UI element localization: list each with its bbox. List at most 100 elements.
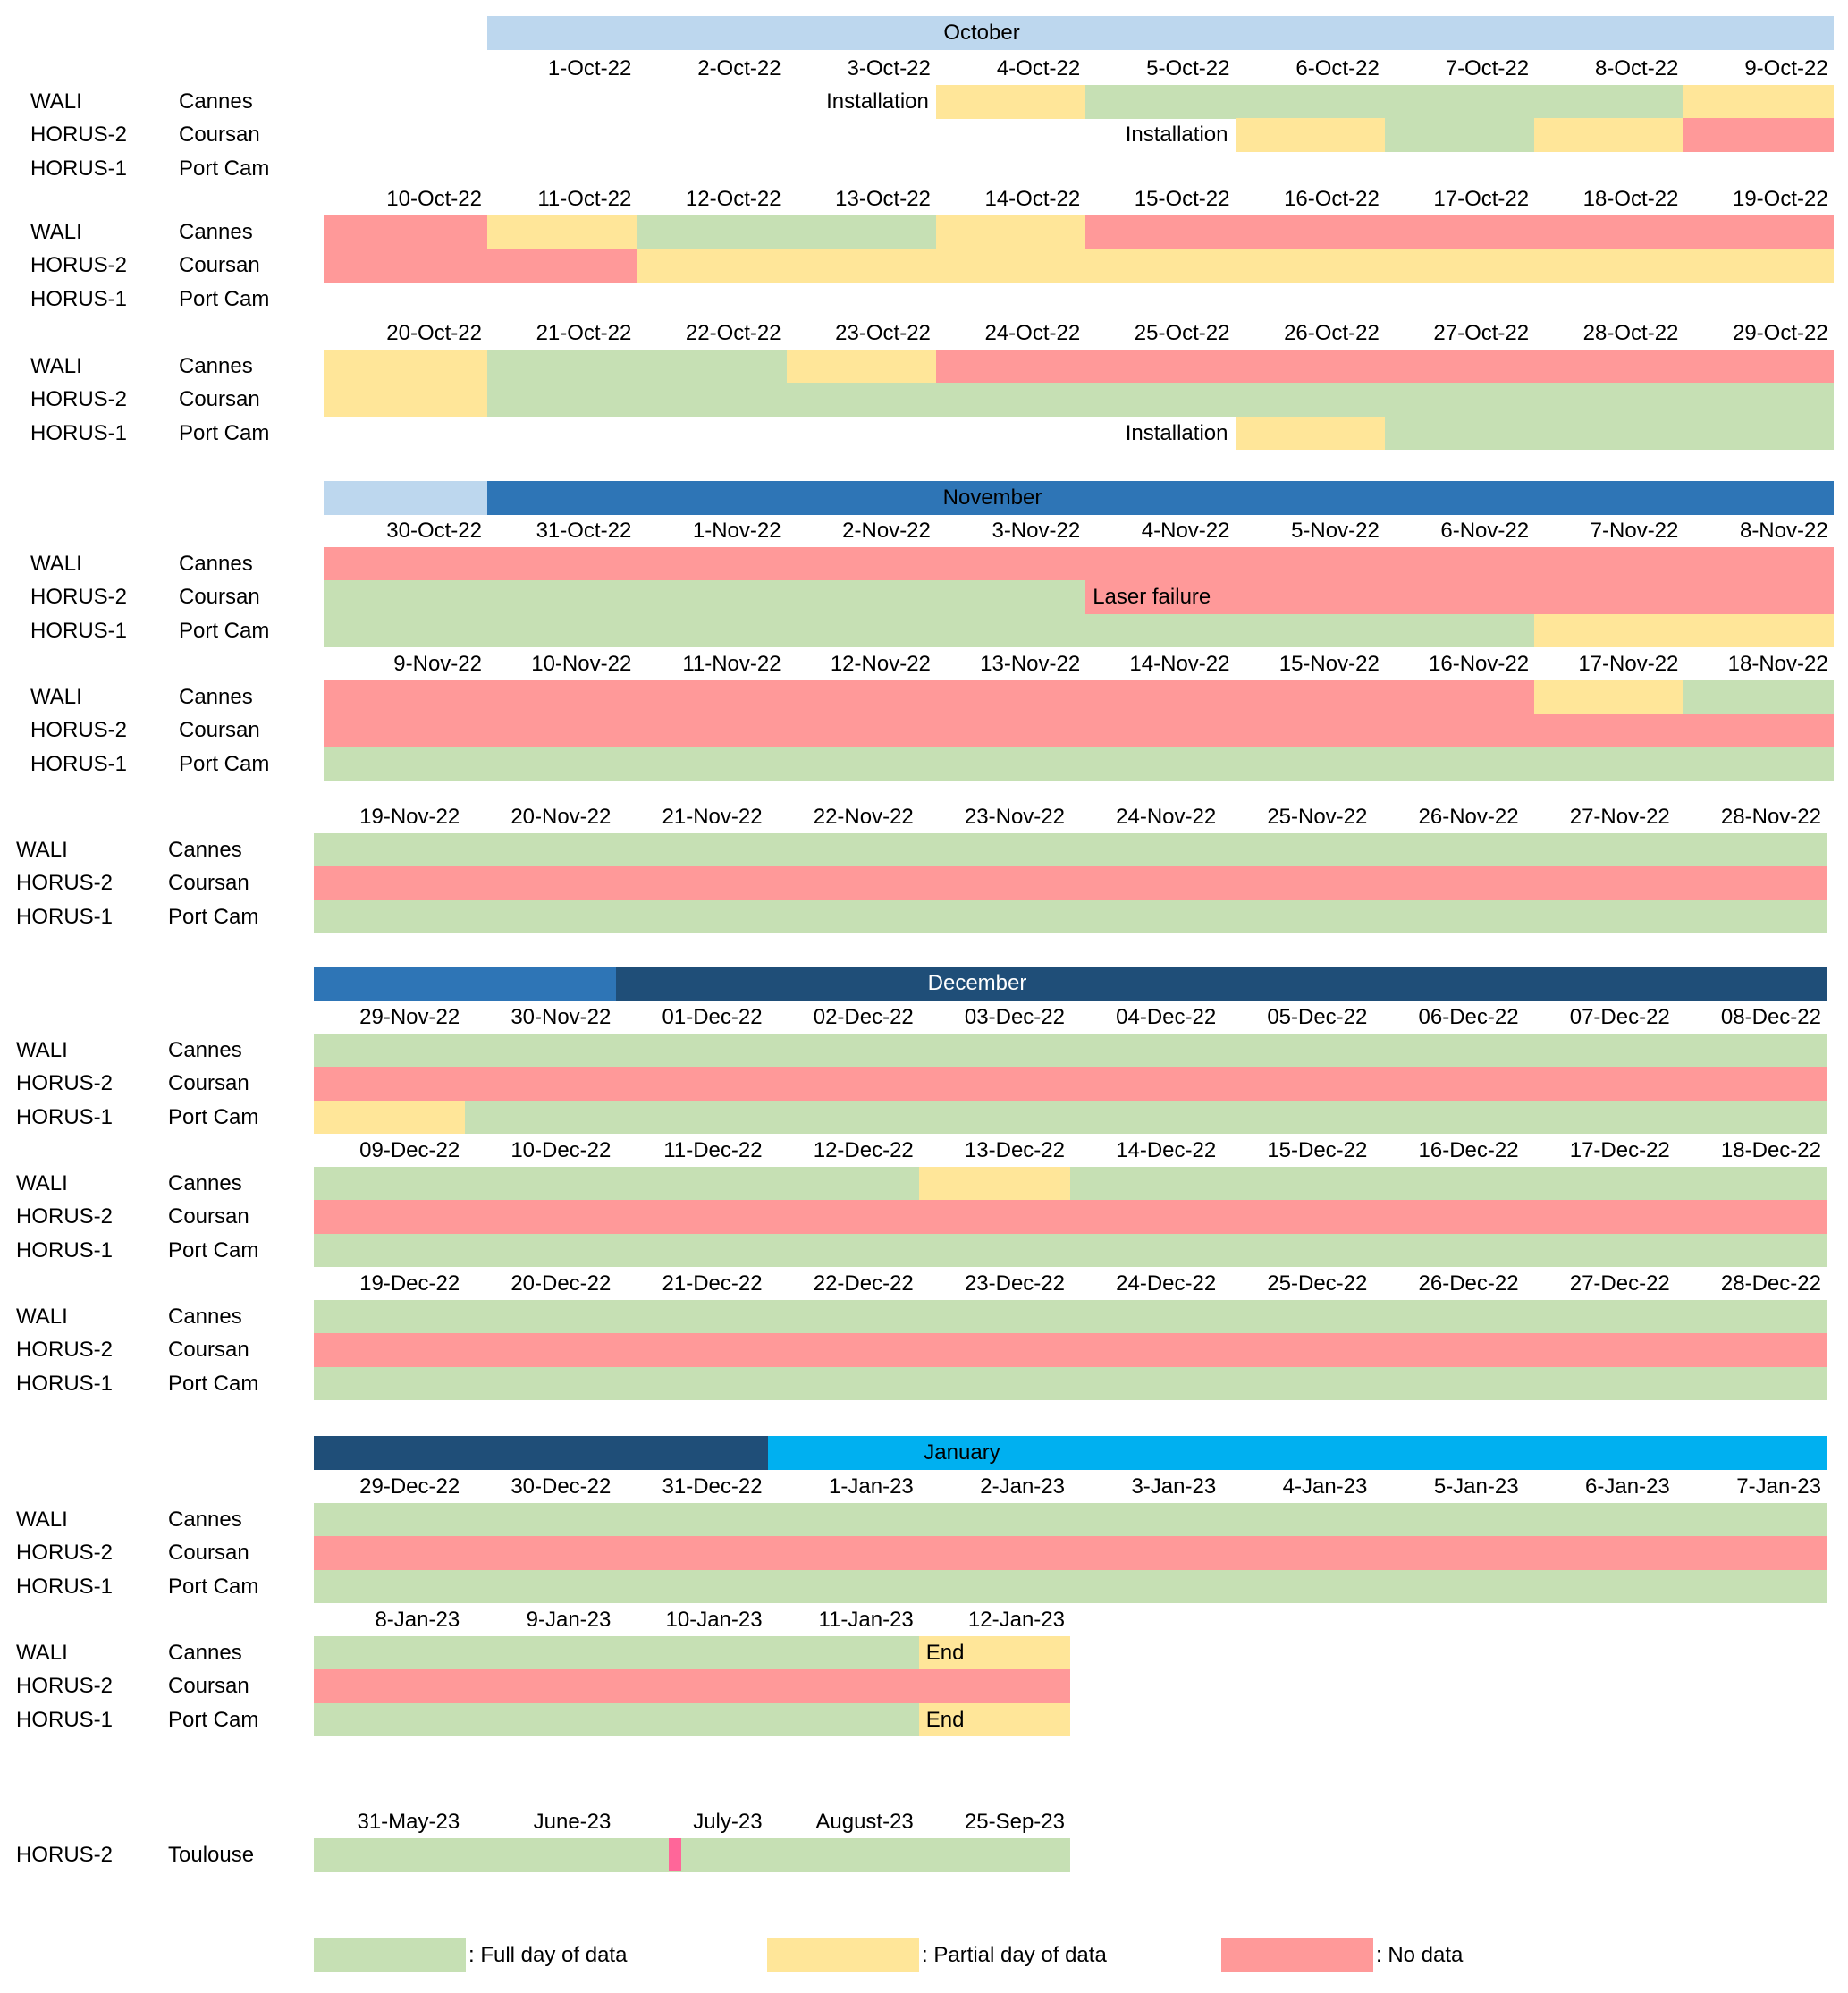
date-header: 1-Nov-22 — [692, 519, 781, 543]
status-cell-P — [1534, 680, 1684, 714]
date-header: 3-Jan-23 — [1131, 1474, 1217, 1499]
status-cell-N — [1085, 215, 1236, 249]
month-header-segment — [314, 1436, 768, 1470]
instrument-label: HORUS-1 — [30, 286, 128, 311]
status-cell-F — [767, 1300, 920, 1334]
status-cell-F — [1070, 1167, 1222, 1201]
instrument-label: HORUS-2 — [16, 1674, 114, 1699]
status-cell-F — [314, 1034, 466, 1068]
status-cell-F — [1523, 833, 1676, 867]
date-header: 17-Oct-22 — [1433, 187, 1530, 211]
status-cell-F — [767, 1702, 920, 1737]
month-header-segment — [616, 967, 1827, 1001]
date-header: 10-Oct-22 — [386, 187, 482, 211]
status-cell-F — [767, 1100, 920, 1135]
date-header: 24-Dec-22 — [1116, 1271, 1217, 1296]
status-cell-N — [1523, 1333, 1676, 1368]
status-cell-F — [1235, 747, 1386, 781]
date-header: 8-Nov-22 — [1739, 519, 1828, 543]
status-cell-N — [465, 1067, 617, 1102]
status-cell-N — [786, 547, 937, 581]
date-header: 13-Oct-22 — [835, 187, 931, 211]
status-cell-F — [767, 833, 920, 867]
date-header: 18-Dec-22 — [1720, 1138, 1821, 1162]
date-header: 29-Nov-22 — [359, 1005, 460, 1029]
month-header-label: October — [943, 21, 1020, 45]
status-cell-F — [1675, 1167, 1827, 1201]
status-cell-F — [1070, 1300, 1222, 1334]
instrument-label: WALI — [30, 220, 82, 244]
status-cell-F — [1085, 613, 1236, 648]
date-header: 1-Oct-22 — [547, 56, 632, 80]
month-header-label: January — [924, 1440, 1000, 1465]
status-cell-F — [616, 1702, 769, 1737]
status-cell-N — [1221, 1333, 1373, 1368]
status-cell-N — [1683, 714, 1835, 748]
instrument-label: HORUS-1 — [16, 1574, 114, 1599]
status-cell-F — [1523, 1569, 1676, 1604]
status-cell-P — [1384, 249, 1535, 283]
status-cell-N — [314, 866, 466, 901]
status-cell-P — [1085, 249, 1236, 283]
status-cell-F — [786, 613, 937, 648]
status-cell-P — [1683, 85, 1835, 119]
status-cell-F — [918, 1838, 1071, 1872]
date-header: 6-Nov-22 — [1440, 519, 1530, 543]
instrument-label: HORUS-2 — [30, 253, 128, 278]
status-cell-F — [767, 1503, 920, 1537]
status-cell-F — [1534, 85, 1684, 119]
status-cell-F — [616, 1034, 769, 1068]
date-header: 2-Oct-22 — [697, 56, 781, 80]
status-cell-N — [1523, 1536, 1676, 1571]
status-cell-F — [465, 1366, 617, 1401]
date-header: 1-Jan-23 — [829, 1474, 914, 1499]
status-cell-N — [324, 249, 488, 283]
status-cell-F — [918, 1366, 1071, 1401]
status-cell-F — [1534, 383, 1684, 418]
status-cell-F — [465, 1300, 617, 1334]
date-header: 01-Dec-22 — [662, 1005, 763, 1029]
site-label: Cannes — [168, 838, 242, 862]
status-cell-F — [314, 1838, 466, 1872]
date-header: 7-Nov-22 — [1590, 519, 1679, 543]
status-cell-F — [1384, 416, 1535, 451]
status-cell-F — [616, 1167, 769, 1201]
status-cell-N — [1384, 580, 1535, 615]
site-label: Coursan — [179, 718, 260, 743]
status-cell-P — [918, 1702, 1071, 1737]
status-cell-P — [1534, 613, 1684, 648]
status-cell-N — [935, 350, 1086, 384]
status-cell-F — [1372, 1366, 1525, 1401]
status-cell-P — [935, 215, 1086, 249]
date-header: 10-Jan-23 — [665, 1608, 763, 1632]
status-cell-N — [1523, 1200, 1676, 1235]
status-cell-F — [1372, 1503, 1525, 1537]
status-cell-N — [1235, 714, 1386, 748]
date-header: 15-Nov-22 — [1278, 652, 1380, 676]
status-cell-N — [1070, 866, 1222, 901]
instrument-label: HORUS-1 — [16, 1707, 114, 1732]
instrument-label: WALI — [16, 1507, 68, 1532]
status-cell-F — [1085, 747, 1236, 781]
date-header: 23-Nov-22 — [964, 805, 1065, 829]
status-cell-F — [616, 1366, 769, 1401]
status-cell-N — [1235, 215, 1386, 249]
status-cell-N — [637, 680, 788, 714]
date-header: 16-Oct-22 — [1284, 187, 1380, 211]
instrument-label: HORUS-1 — [16, 1104, 114, 1129]
status-cell-N — [918, 866, 1071, 901]
status-cell-F — [465, 1838, 617, 1872]
date-header: 24-Nov-22 — [1116, 805, 1217, 829]
month-header-segment — [487, 481, 1834, 515]
site-label: Port Cam — [168, 1574, 259, 1599]
status-cell-F — [1523, 1366, 1676, 1401]
site-label: Port Cam — [179, 420, 270, 445]
status-cell-F — [1683, 680, 1835, 714]
status-cell-F — [637, 350, 788, 384]
status-cell-N — [1384, 350, 1535, 384]
status-cell-N — [1085, 680, 1236, 714]
status-cell-F — [1221, 833, 1373, 867]
date-header: 04-Dec-22 — [1116, 1005, 1217, 1029]
date-header: 7-Oct-22 — [1445, 56, 1530, 80]
month-header-label: November — [942, 486, 1042, 510]
